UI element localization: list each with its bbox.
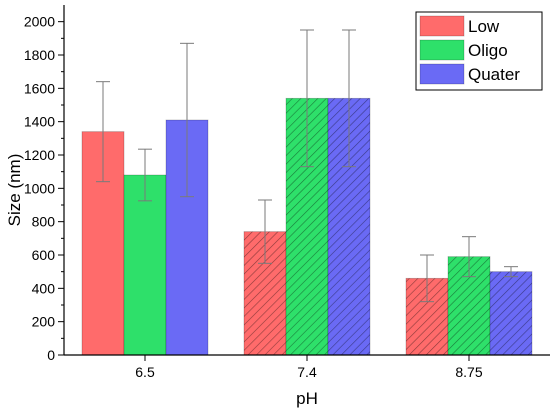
legend: Low Oligo Quater [415,11,543,91]
x-tick-label: 7.4 [297,364,317,380]
y-tick-label: 1000 [24,180,55,196]
y-tick-label: 1200 [24,147,55,163]
y-tick-label: 800 [32,214,56,230]
axes-layer: 6.5 7.4 8.75 0 200 400 600 800 1000 1200 1400 1600 1… [24,5,550,380]
bar-hatch-quater-8.75 [490,271,532,355]
legend-label-oligo: Oligo [468,41,508,60]
y-tick-label: 0 [47,347,55,363]
legend-label-low: Low [468,17,500,36]
y-tick-label: 1400 [24,114,55,130]
bar-oligo-6.5 [123,174,167,356]
legend-swatch-low [419,15,465,37]
y-tick-label: 1800 [24,47,55,63]
y-tick-label: 400 [32,280,56,296]
legend-swatch-quater [419,63,465,85]
y-tick-label: 2000 [24,14,55,30]
y-tick-label: 1600 [24,80,55,96]
legend-label-quater: Quater [468,65,520,84]
x-axis-title: pH [296,389,318,408]
y-tick-label: 200 [32,314,56,330]
x-tick-label: 6.5 [135,364,155,380]
x-tick-label: 8.75 [455,364,482,380]
error-bars-layer [96,29,518,303]
y-tick-label: 600 [32,247,56,263]
y-axis-title: Size (nm) [5,154,24,227]
legend-swatch-oligo [419,39,465,61]
